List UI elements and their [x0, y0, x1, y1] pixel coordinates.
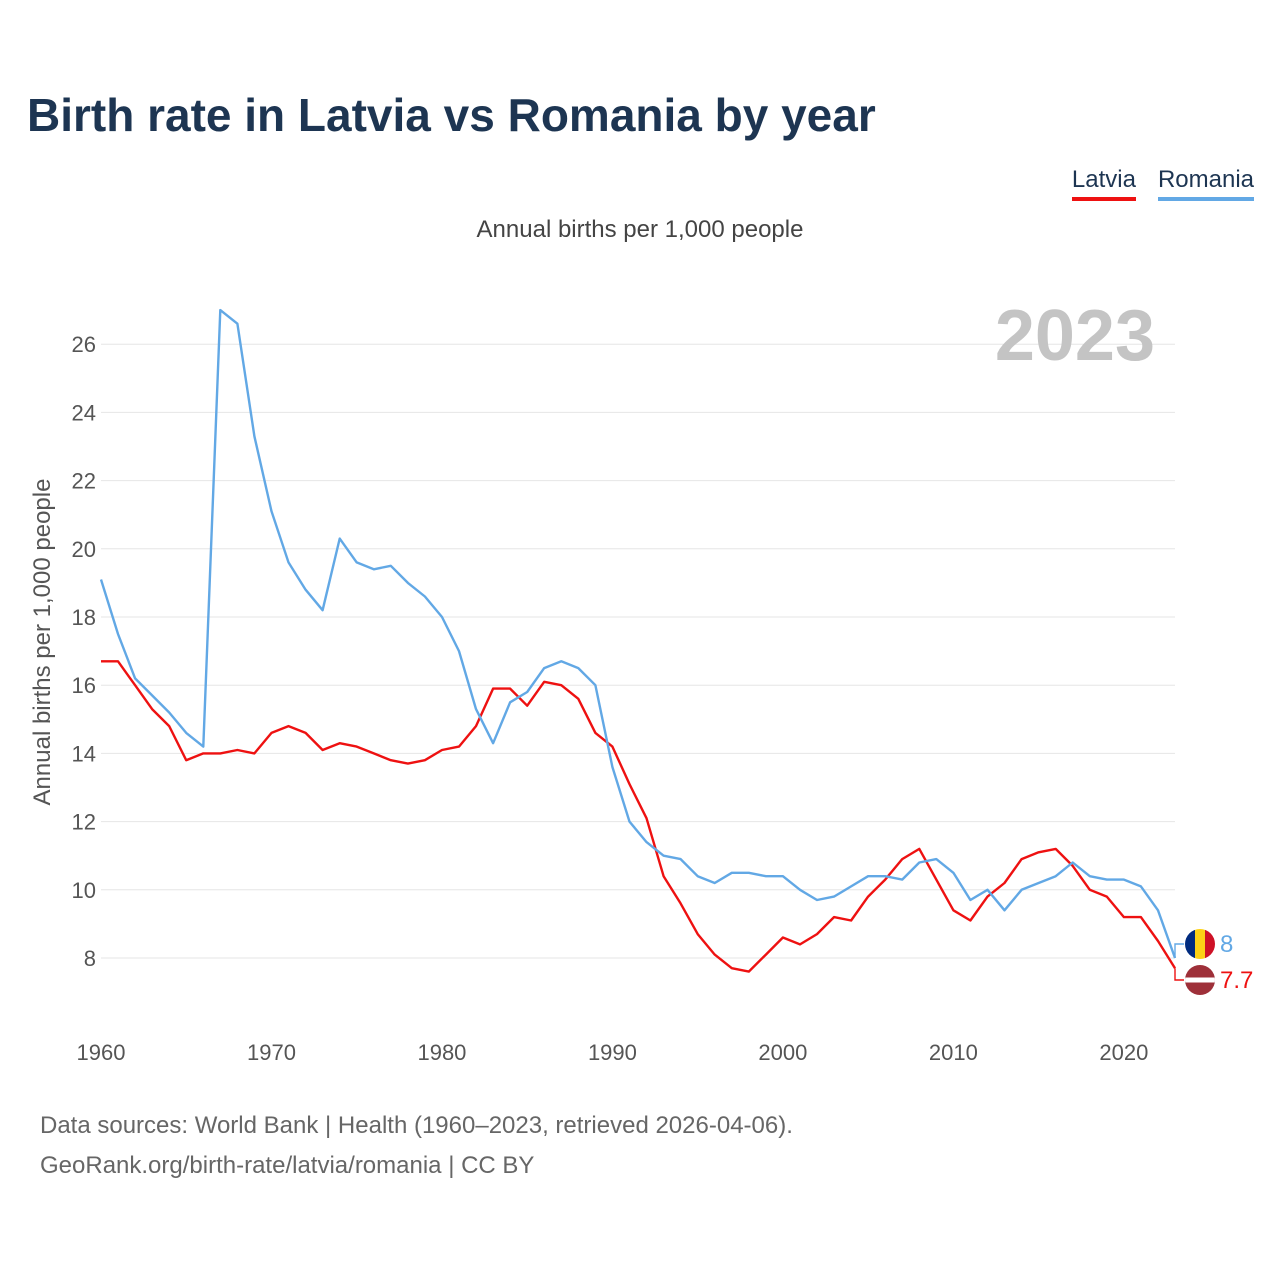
x-tick-label: 1970 — [247, 1040, 296, 1065]
x-tick-label: 2000 — [758, 1040, 807, 1065]
line-chart: 2023 8 10 12 14 16 18 20 22 24 26 1960 1970 1980 199… — [29, 296, 1253, 1065]
y-tick-label: 20 — [72, 537, 96, 562]
y-tick-label: 14 — [72, 741, 96, 766]
legend-item-romania[interactable]: Romania — [1157, 166, 1254, 201]
y-tick-label: 18 — [72, 605, 96, 630]
current-year-label: 2023 — [995, 296, 1155, 376]
y-tick-label: 12 — [72, 810, 96, 835]
end-value-label-latvia: 7.7 — [1220, 967, 1253, 994]
y-tick-label: 10 — [72, 878, 96, 903]
x-tick-label: 1980 — [417, 1040, 466, 1065]
data-source-text: Data sources: World Bank | Health (1960–… — [40, 1112, 793, 1139]
x-tick-label: 1960 — [77, 1040, 126, 1065]
series-line-latvia[interactable] — [101, 660, 1177, 973]
y-tick-label: 16 — [72, 673, 96, 698]
romania-flag-icon — [1185, 929, 1215, 959]
chart-subtitle: Annual births per 1,000 people — [476, 216, 804, 243]
y-axis-label: Annual births per 1,000 people — [29, 479, 56, 806]
x-tick-label: 2020 — [1099, 1040, 1148, 1065]
source-url-text[interactable]: GeoRank.org/birth-rate/latvia/romania | … — [40, 1152, 535, 1179]
legend-item-latvia[interactable]: Latvia — [1071, 166, 1136, 201]
y-tick-label: 26 — [72, 332, 96, 357]
y-tick-label: 24 — [72, 400, 96, 425]
endpoint-connector — [1174, 943, 1184, 958]
footer: Data sources: World Bank | Health (1960–… — [40, 1106, 793, 1186]
end-value-label-romania: 8 — [1220, 931, 1233, 958]
y-tick-label: 8 — [84, 946, 96, 971]
series-line-romania[interactable] — [99, 308, 1177, 959]
chart-title: Birth rate in Latvia vs Romania by year — [27, 89, 876, 141]
legend: Latvia Romania — [1071, 166, 1254, 201]
x-tick-label: 2010 — [929, 1040, 978, 1065]
latvia-flag-icon — [1185, 965, 1215, 995]
y-tick-label: 22 — [72, 469, 96, 494]
x-tick-label: 1990 — [588, 1040, 637, 1065]
endpoint-connector — [1174, 968, 1184, 981]
